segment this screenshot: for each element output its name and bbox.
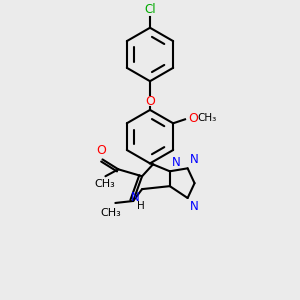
- Text: CH₃: CH₃: [100, 208, 121, 218]
- Text: N: N: [172, 156, 181, 169]
- Text: CH₃: CH₃: [197, 113, 216, 123]
- Text: N: N: [190, 200, 198, 213]
- Text: N: N: [131, 191, 140, 204]
- Text: O: O: [188, 112, 198, 125]
- Text: CH₃: CH₃: [94, 179, 115, 189]
- Text: H: H: [137, 201, 145, 211]
- Text: N: N: [190, 153, 198, 166]
- Text: O: O: [145, 94, 155, 107]
- Text: O: O: [97, 144, 106, 158]
- Text: Cl: Cl: [144, 3, 156, 16]
